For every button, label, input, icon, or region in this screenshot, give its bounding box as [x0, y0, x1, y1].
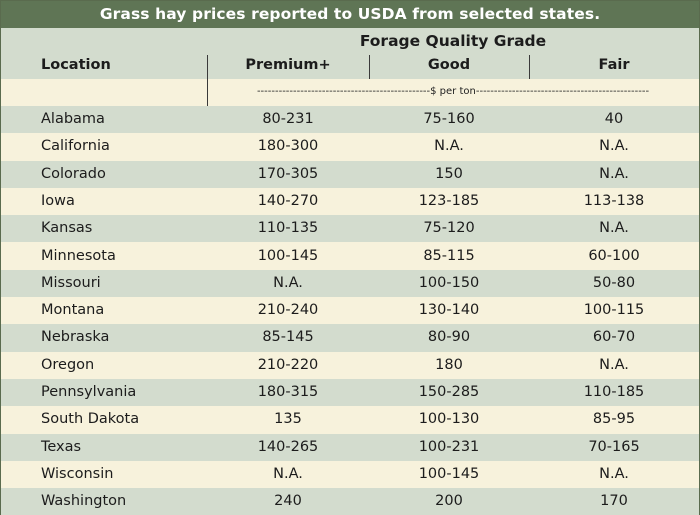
location-cell: Missouri	[41, 274, 101, 291]
table-row: Washington 240 200 170	[1, 488, 699, 515]
fair-price-cell: 60-70	[592, 329, 636, 346]
location-cell: Wisconsin	[41, 465, 114, 482]
good-column-header: Good	[427, 57, 471, 73]
location-cell: Alabama	[41, 111, 105, 127]
good-price-cell: 180	[435, 356, 463, 373]
location-cell: Pennsylvania	[41, 384, 137, 400]
good-price-cell: 100-130	[418, 411, 480, 428]
table-row: Nebraska 85-145 80-90 60-70	[1, 324, 699, 352]
location-cell: Nebraska	[41, 329, 110, 346]
table-row: Oregon 210-220 180 N.A.	[1, 351, 699, 379]
fair-price-cell: 100-115	[583, 302, 645, 319]
fair-price-cell: N.A.	[599, 356, 629, 373]
location-cell: Kansas	[41, 220, 93, 237]
location-cell: California	[41, 138, 110, 155]
fair-price-cell: 60-100	[588, 247, 640, 264]
location-cell: Montana	[41, 302, 105, 319]
unit-row: ----------------------------------------…	[1, 79, 699, 106]
premium-price-cell: 210-220	[257, 356, 319, 373]
table-row: Missouri N.A. 100-150 50-80	[1, 269, 699, 298]
fair-price-cell: 40	[604, 111, 624, 127]
premium-price-cell: 110-135	[257, 220, 319, 237]
table-row: South Dakota 135 100-130 85-95	[1, 406, 699, 434]
forage-quality-grade-label: Forage Quality Grade	[359, 32, 547, 50]
premium-price-cell: 180-300	[257, 138, 319, 155]
table-row: Wisconsin N.A. 100-145 N.A.	[1, 460, 699, 489]
table-row: Colorado 170-305 150 N.A.	[1, 160, 699, 188]
location-cell: Washington	[41, 493, 127, 510]
fair-price-cell: N.A.	[599, 465, 629, 482]
table-row: California 180-300 N.A. N.A.	[1, 133, 699, 161]
fair-price-cell: N.A.	[599, 138, 629, 155]
header-divider	[529, 55, 530, 79]
fair-price-cell: N.A.	[599, 165, 629, 182]
premium-price-cell: 85-145	[262, 329, 314, 346]
location-cell: Oregon	[41, 356, 95, 373]
good-price-cell: 100-150	[418, 274, 480, 291]
location-cell: South Dakota	[41, 411, 140, 428]
good-price-cell: 85-115	[423, 247, 475, 264]
location-cell: Texas	[41, 438, 82, 455]
unit-label: ----------------------------------------…	[256, 86, 650, 97]
premium-price-cell: 170-305	[257, 165, 319, 182]
table-row: Minnesota 100-145 85-115 60-100	[1, 242, 699, 270]
fair-price-cell: 70-165	[588, 438, 640, 455]
good-price-cell: 123-185	[418, 192, 480, 209]
table-row: Iowa 140-270 123-185 113-138	[1, 187, 699, 216]
table-row: Pennsylvania 180-315 150-285 110-185	[1, 379, 699, 407]
location-cell: Minnesota	[41, 247, 116, 264]
good-price-cell: 150-285	[418, 384, 480, 400]
premium-price-cell: 180-315	[257, 384, 319, 400]
header-divider	[207, 55, 208, 79]
fair-price-cell: 50-80	[592, 274, 636, 291]
good-price-cell: 75-160	[423, 111, 475, 127]
fair-price-cell: 170	[600, 493, 628, 510]
premium-price-cell: 140-265	[257, 438, 319, 455]
table-title: Grass hay prices reported to USDA from s…	[1, 1, 699, 28]
fair-column-header: Fair	[598, 57, 630, 73]
premium-price-cell: 135	[274, 411, 302, 428]
premium-price-cell: 100-145	[257, 247, 319, 264]
fair-price-cell: 85-95	[592, 411, 636, 428]
premium-price-cell: 80-231	[262, 111, 314, 127]
location-cell: Colorado	[41, 165, 106, 182]
location-cell: Iowa	[41, 192, 75, 209]
table-header: Forage Quality Grade Location Premium+ G…	[1, 28, 699, 79]
premium-price-cell: 140-270	[257, 192, 319, 209]
fair-price-cell: 110-185	[583, 384, 645, 400]
location-column-header: Location	[41, 57, 111, 73]
unit-row-divider	[207, 79, 208, 106]
good-price-cell: 80-90	[427, 329, 471, 346]
good-price-cell: 100-145	[418, 465, 480, 482]
premium-price-cell: 240	[274, 493, 302, 510]
good-price-cell: 150	[435, 165, 463, 182]
premium-price-cell: N.A.	[273, 465, 303, 482]
good-price-cell: 75-120	[423, 220, 475, 237]
table-row: Alabama 80-231 75-160 40	[1, 106, 699, 134]
header-divider	[369, 55, 370, 79]
good-price-cell: 100-231	[418, 438, 480, 455]
fair-price-cell: 113-138	[583, 192, 645, 209]
premium-column-header: Premium+	[245, 57, 331, 73]
table-row: Texas 140-265 100-231 70-165	[1, 433, 699, 461]
good-price-cell: 200	[435, 493, 463, 510]
premium-price-cell: 210-240	[257, 302, 319, 319]
premium-price-cell: N.A.	[273, 274, 303, 291]
good-price-cell: N.A.	[434, 138, 464, 155]
table-row: Kansas 110-135 75-120 N.A.	[1, 215, 699, 243]
table-row: Montana 210-240 130-140 100-115	[1, 297, 699, 325]
good-price-cell: 130-140	[418, 302, 480, 319]
fair-price-cell: N.A.	[599, 220, 629, 237]
